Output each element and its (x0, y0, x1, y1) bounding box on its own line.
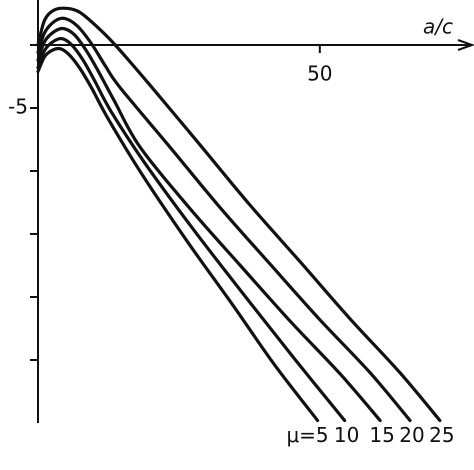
series-label: 25 (429, 423, 454, 447)
curve (36, 6, 442, 423)
series-label: 15 (369, 423, 394, 447)
series-label: 20 (399, 423, 424, 447)
y-tick-label: -5 (8, 95, 28, 119)
curve (36, 26, 382, 423)
curve (36, 16, 412, 423)
x-axis-arrow (457, 39, 474, 51)
x-axis-label: a/c (423, 15, 453, 39)
series-label: μ=5 (286, 423, 328, 447)
series-label: 10 (334, 423, 359, 447)
curve (36, 46, 320, 423)
x-tick-label: 50 (307, 62, 332, 86)
curve (36, 36, 347, 423)
